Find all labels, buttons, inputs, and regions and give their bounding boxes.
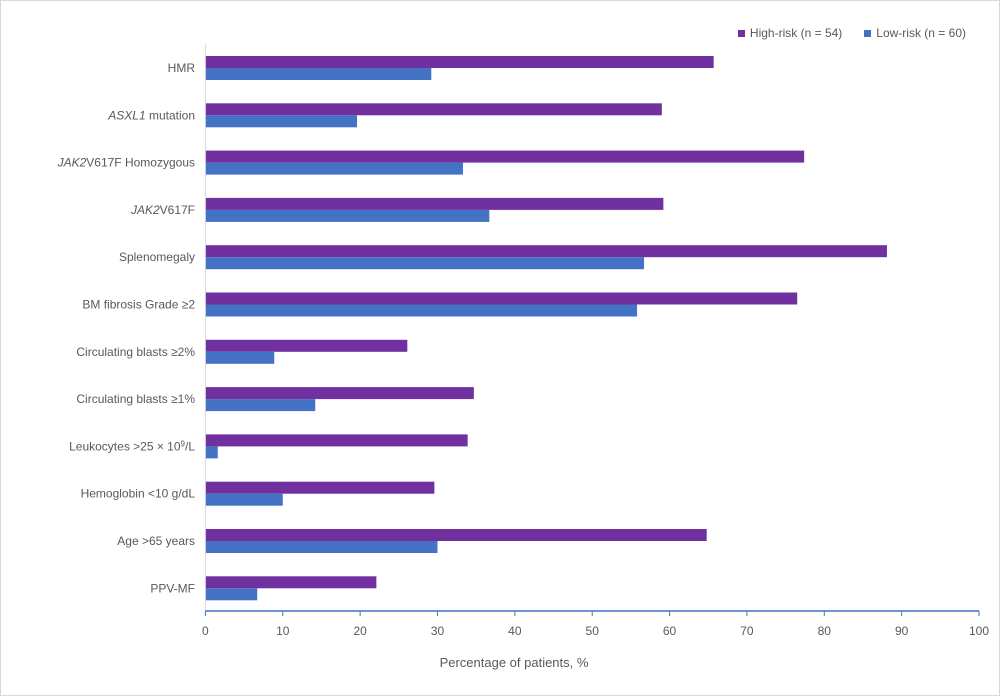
bar-high-risk — [205, 576, 377, 589]
category-label: BM fibrosis Grade ≥2 — [82, 298, 195, 312]
x-tick-label: 40 — [508, 624, 522, 638]
x-tick-label: 0 — [202, 624, 209, 638]
category-label-part: JAK2 — [57, 156, 87, 170]
category-label: Age >65 years — [117, 534, 195, 548]
x-axis-label: Percentage of patients, % — [440, 655, 589, 670]
x-tick-label: 20 — [353, 624, 367, 638]
bar-high-risk — [205, 387, 474, 400]
category-label-part: JAK2 — [130, 203, 160, 217]
bar-high-risk — [205, 481, 435, 494]
category-label: PPV-MF — [150, 581, 195, 595]
x-tick-label: 80 — [818, 624, 832, 638]
bar-high-risk — [205, 292, 798, 305]
category-label-part: V617F Homozygous — [86, 156, 195, 170]
category-label: JAK2V617F — [130, 203, 195, 217]
legend-item-low-risk: Low-risk (n = 60) — [864, 26, 966, 40]
bar-high-risk — [205, 103, 662, 116]
category-label: ASXL1 mutation — [107, 108, 195, 122]
category-label: Circulating blasts ≥1% — [76, 392, 195, 406]
category-label: Hemoglobin <10 g/dL — [81, 487, 196, 501]
bar-high-risk — [205, 434, 468, 447]
x-tick-label: 50 — [586, 624, 600, 638]
bar-high-risk — [205, 150, 805, 163]
bar-low-risk — [205, 115, 358, 128]
category-label: Circulating blasts ≥2% — [76, 345, 195, 359]
x-tick-label: 70 — [740, 624, 754, 638]
bar-low-risk — [205, 588, 258, 601]
x-tick-label: 60 — [663, 624, 677, 638]
category-label-part: BM fibrosis Grade ≥2 — [82, 298, 195, 312]
bar-low-risk — [205, 351, 275, 364]
category-label: JAK2V617F Homozygous — [57, 156, 195, 170]
category-label: Splenomegaly — [119, 250, 195, 264]
legend-label-low-risk: Low-risk (n = 60) — [876, 26, 966, 40]
bar-low-risk — [205, 493, 283, 506]
category-label-part: Circulating blasts ≥2% — [76, 345, 195, 359]
category-label-part: Hemoglobin <10 g/dL — [81, 487, 196, 501]
x-tick-label: 90 — [895, 624, 909, 638]
category-label-part: PPV-MF — [150, 581, 195, 595]
category-label-part: HMR — [168, 61, 196, 75]
category-label-part: V617F — [160, 203, 195, 217]
category-label-part: Age >65 years — [117, 534, 195, 548]
legend-swatch-low-risk — [864, 29, 872, 37]
bar-low-risk — [205, 68, 432, 80]
category-label: HMR — [168, 61, 196, 75]
category-label-part: mutation — [146, 108, 195, 122]
category-label-part: Circulating blasts ≥1% — [76, 392, 195, 406]
bar-high-risk — [205, 197, 664, 210]
legend-swatch-high-risk — [737, 29, 745, 37]
legend-label-high-risk: High-risk (n = 54) — [749, 26, 843, 40]
bar-low-risk — [205, 162, 464, 175]
bar-low-risk — [205, 446, 218, 459]
category-label-part: 9 — [181, 439, 186, 448]
bar-low-risk — [205, 399, 316, 412]
category-label-part: Leukocytes >25 × 10 — [69, 439, 181, 453]
legend: High-risk (n = 54) Low-risk (n = 60) — [737, 26, 966, 40]
x-tick-label: 100 — [969, 624, 989, 638]
category-label-part: ASXL1 — [107, 108, 145, 122]
bar-low-risk — [205, 304, 638, 317]
x-tick-label: 30 — [431, 624, 445, 638]
bar-high-risk — [205, 339, 408, 352]
category-label-part: /L — [185, 439, 195, 453]
bar-high-risk — [205, 529, 707, 541]
bar-high-risk — [205, 245, 887, 258]
bar-high-risk — [205, 56, 714, 68]
category-label-part: Splenomegaly — [119, 250, 195, 264]
x-tick-label: 10 — [276, 624, 290, 638]
bar-low-risk — [205, 541, 438, 553]
category-label: Leukocytes >25 × 109/L — [69, 439, 195, 454]
bar-low-risk — [205, 209, 490, 222]
bar-low-risk — [205, 257, 645, 270]
legend-item-high-risk: High-risk (n = 54) — [737, 26, 843, 40]
